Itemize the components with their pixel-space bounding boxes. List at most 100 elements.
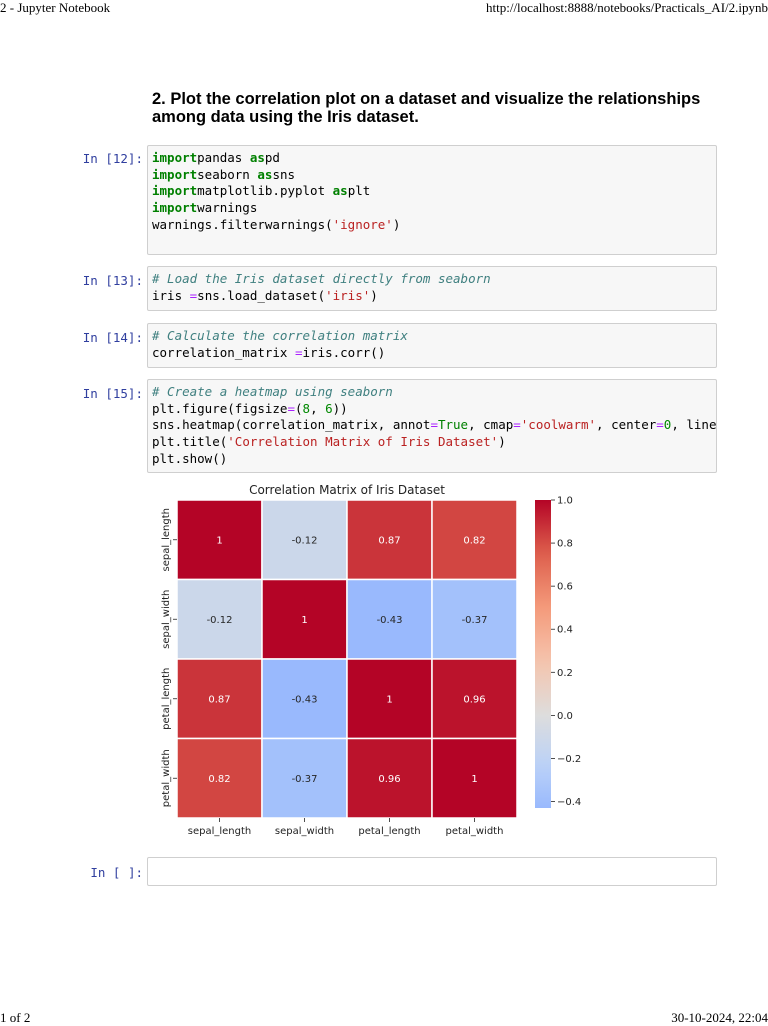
code-token: 8: [302, 400, 311, 416]
cell-prompt: In [12]:: [82, 151, 143, 166]
colorbar-tick-label: 1.0: [557, 496, 573, 507]
code-token: # Load the Iris dataset directly from se…: [152, 271, 491, 286]
code-token: iris: [152, 287, 190, 303]
code-token: ,: [310, 400, 326, 416]
heatmap-cell-label: 0.96: [378, 774, 400, 785]
code-cell-input[interactable]: # Calculate the correlation matrix corre…: [147, 323, 717, 368]
heatmap-cell-label: -0.12: [292, 535, 318, 546]
heatmap-cell: [431, 737, 518, 819]
colorbar-tick-label: 0.2: [557, 668, 573, 679]
colorbar-tick-label: 0.8: [557, 539, 573, 550]
code-cell-input[interactable]: # Load the Iris dataset directly from se…: [147, 266, 717, 311]
heatmap-output: Correlation Matrix of Iris Dataset 1 -0.12…: [147, 478, 587, 843]
code-line: plt.title('Correlation Matrix of Iris Da…: [152, 434, 506, 449]
code-token: # Create a heatmap using seaborn: [152, 384, 393, 399]
code-line: # Calculate the correlation matrix: [152, 328, 408, 343]
code-line: warnings.filterwarnings('ignore'): [152, 217, 400, 232]
x-tick-label: petal_width: [446, 826, 504, 837]
code-token: =: [656, 417, 664, 433]
code-token: , linewid: [671, 417, 717, 433]
heatmap-cell-label: 0.87: [378, 535, 400, 546]
code-token: warnings: [197, 200, 258, 216]
code-block: # Load the Iris dataset directly from se…: [148, 267, 716, 304]
code-token: matplotlib.pyplot: [197, 183, 333, 199]
x-tick-label: sepal_width: [275, 826, 334, 837]
heatmap-cell: [176, 499, 263, 581]
code-line: plt.show(): [152, 451, 227, 466]
code-token: import: [152, 200, 198, 216]
code-line: plt.figure(figsize=(8, 6)): [152, 401, 348, 416]
code-token: import: [152, 183, 198, 199]
code-line: iris =sns.load_dataset('iris'): [152, 288, 378, 303]
print-footer-page: 1 of 2: [0, 1010, 31, 1025]
code-cell-input[interactable]: # Create a heatmap using seaborn plt.fig…: [147, 379, 717, 473]
code-line: importpandas aspd: [152, 150, 280, 165]
heatmap-cell-label: 1: [301, 615, 307, 626]
chart-title: Correlation Matrix of Iris Dataset: [249, 483, 445, 497]
heatmap-cell-label: -0.12: [207, 615, 233, 626]
code-token: ): [370, 287, 378, 303]
heatmap-cell: [261, 658, 348, 740]
heatmap-cell: [431, 499, 518, 581]
y-tick-label: sepal_length: [161, 508, 172, 572]
code-token: iris.corr(): [302, 344, 386, 360]
heatmap-cell: [261, 499, 348, 581]
heatmap-cell-label: -0.43: [377, 615, 403, 626]
code-token: plt: [347, 183, 371, 199]
cell-prompt: In [15]:: [82, 386, 143, 401]
code-token: )): [332, 400, 348, 416]
code-token: =: [287, 400, 295, 416]
colorbar-tick-label: −0.2: [557, 754, 581, 765]
code-token: correlation_matrix: [152, 344, 295, 360]
cell-prompt: In [13]:: [82, 273, 143, 288]
code-cell-input[interactable]: importpandas aspd importseaborn assns im…: [147, 145, 717, 255]
code-token: 'iris': [325, 287, 371, 303]
heatmap-cell-label: 1: [386, 694, 392, 705]
code-token: plt.figure(figsize: [152, 400, 288, 416]
heatmap-cell: [346, 578, 433, 660]
heatmap-cell-label: 0.82: [463, 535, 485, 546]
code-token: =: [430, 417, 438, 433]
print-footer-datetime: 30-10-2024, 22:04: [671, 1010, 768, 1025]
code-line: sns.heatmap(correlation_matrix, annot=Tr…: [152, 417, 717, 433]
heatmap-cell: [431, 578, 518, 660]
code-token: 'Correlation Matrix of Iris Dataset': [227, 434, 499, 450]
heatmap-cell-label: -0.43: [292, 694, 318, 705]
code-token: ): [498, 434, 506, 450]
empty-code-cell-input[interactable]: [147, 857, 717, 886]
code-token: =: [295, 344, 303, 360]
code-line: correlation_matrix =iris.corr(): [152, 345, 385, 360]
code-token: 6: [325, 400, 333, 416]
code-token: 'ignore': [332, 216, 393, 232]
heatmap-cell: [431, 658, 518, 740]
code-token: sns: [272, 166, 296, 182]
code-token: as: [332, 183, 348, 199]
code-token: plt.title(: [152, 434, 228, 450]
code-line: importmatplotlib.pyplot asplt: [152, 183, 370, 198]
heatmap-cell-label: 0.82: [208, 774, 230, 785]
code-token: sns.load_dataset(: [197, 287, 326, 303]
code-token: 'coolwarm': [520, 417, 597, 433]
cell-prompt: In [ ]:: [90, 865, 143, 880]
code-line: importwarnings: [152, 200, 257, 215]
code-token: sns.heatmap(correlation_matrix, annot: [152, 417, 431, 433]
heatmap-cell-label: -0.37: [292, 774, 318, 785]
heatmap-cell-label: 1: [471, 774, 477, 785]
code-token: plt.show(): [152, 450, 228, 466]
print-header-title: 2 - Jupyter Notebook: [0, 0, 111, 15]
code-token: as: [257, 166, 273, 182]
heatmap-chart: Correlation Matrix of Iris Dataset 1 -0.12…: [161, 483, 581, 837]
code-token: =: [189, 287, 198, 303]
code-token: True: [437, 417, 469, 433]
code-token: seaborn: [197, 166, 258, 182]
code-line: importseaborn assns: [152, 167, 295, 182]
code-token: 0: [663, 417, 672, 433]
code-token: as: [249, 150, 265, 165]
code-token: pd: [264, 150, 280, 165]
cell-prompt: In [14]:: [82, 330, 143, 345]
code-token: import: [152, 166, 198, 182]
colorbar-tick-label: 0.6: [557, 582, 573, 593]
colorbar: [535, 500, 551, 808]
markdown-heading: 2. Plot the correlation plot on a datase…: [152, 90, 701, 126]
heatmap-cell: [261, 578, 348, 660]
